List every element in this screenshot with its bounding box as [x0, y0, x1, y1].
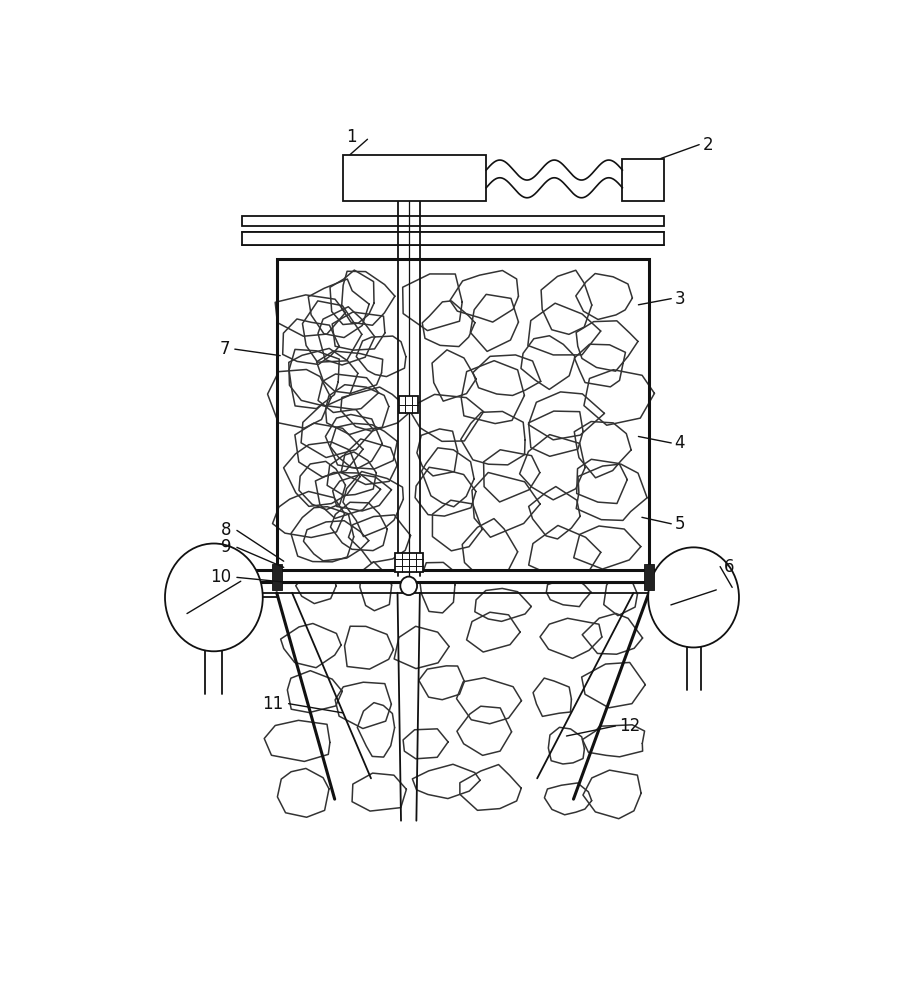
Polygon shape [241, 232, 664, 245]
Circle shape [165, 544, 263, 651]
Text: 6: 6 [724, 558, 734, 576]
Text: 11: 11 [262, 695, 284, 713]
Circle shape [648, 547, 739, 647]
Polygon shape [343, 155, 487, 201]
Polygon shape [395, 553, 423, 572]
Text: 2: 2 [703, 136, 714, 154]
Polygon shape [623, 158, 664, 201]
Text: 1: 1 [346, 128, 357, 146]
Circle shape [400, 577, 417, 595]
Text: 8: 8 [221, 521, 232, 539]
Polygon shape [644, 564, 654, 590]
Text: 4: 4 [675, 434, 686, 452]
Polygon shape [399, 396, 418, 413]
Text: 12: 12 [619, 717, 640, 735]
Text: 10: 10 [210, 568, 232, 586]
Text: 9: 9 [221, 538, 232, 556]
Text: 7: 7 [220, 340, 230, 358]
Polygon shape [241, 570, 664, 582]
Text: 3: 3 [675, 290, 686, 308]
Polygon shape [241, 216, 664, 226]
Polygon shape [272, 564, 282, 590]
Text: 5: 5 [675, 515, 686, 533]
